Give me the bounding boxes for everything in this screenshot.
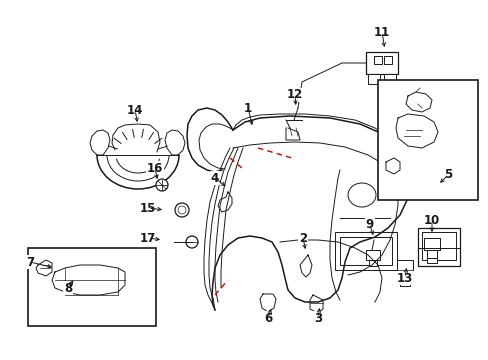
- Text: 4: 4: [210, 171, 219, 184]
- Bar: [334, 232, 396, 270]
- Circle shape: [178, 206, 185, 214]
- Text: 11: 11: [373, 26, 389, 39]
- Text: 7: 7: [26, 256, 34, 269]
- Circle shape: [175, 203, 189, 217]
- Text: 15: 15: [140, 202, 156, 215]
- Ellipse shape: [347, 183, 375, 207]
- Bar: [365, 52, 397, 74]
- Text: 2: 2: [298, 231, 306, 244]
- Text: 14: 14: [126, 104, 143, 117]
- Bar: [383, 74, 395, 84]
- Circle shape: [185, 236, 198, 248]
- Bar: [373, 56, 381, 64]
- Text: 3: 3: [313, 311, 322, 324]
- Text: 8: 8: [64, 282, 72, 294]
- Text: 17: 17: [140, 231, 156, 244]
- Bar: [423, 238, 439, 250]
- Bar: [383, 56, 391, 64]
- Bar: [396, 260, 412, 278]
- Bar: [367, 74, 379, 84]
- Bar: [426, 250, 436, 258]
- Bar: [417, 228, 459, 266]
- Bar: [377, 80, 477, 200]
- Bar: [421, 232, 455, 260]
- Text: 16: 16: [146, 162, 163, 175]
- Bar: [365, 250, 379, 260]
- Bar: [426, 258, 436, 263]
- Bar: [399, 278, 409, 286]
- Circle shape: [156, 179, 168, 191]
- Text: 6: 6: [264, 311, 271, 324]
- Text: 13: 13: [396, 271, 412, 284]
- Text: 9: 9: [365, 219, 373, 231]
- Bar: [368, 260, 376, 266]
- Text: 1: 1: [244, 102, 251, 114]
- Bar: [339, 237, 391, 265]
- Text: 12: 12: [286, 89, 303, 102]
- Bar: [28, 248, 156, 326]
- Text: 5: 5: [443, 168, 451, 181]
- Text: 10: 10: [423, 213, 439, 226]
